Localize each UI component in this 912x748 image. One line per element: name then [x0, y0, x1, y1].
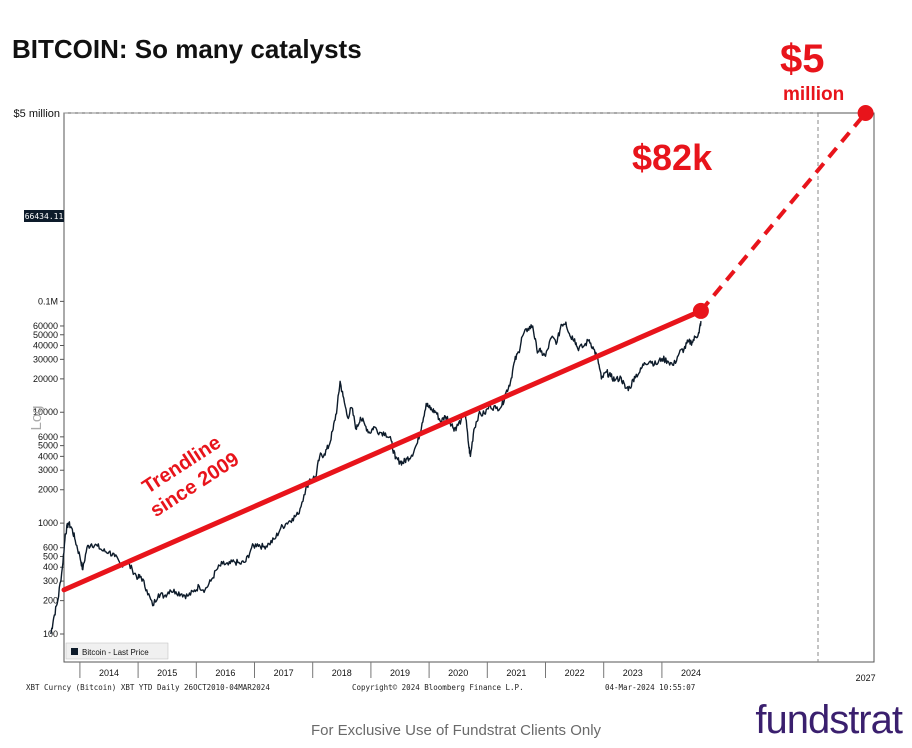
y-tick-label: 30000 [33, 354, 58, 364]
annotation-5: $5 [780, 37, 825, 81]
x-tick-label: 2024 [681, 668, 701, 678]
y-tick-label: 100 [43, 629, 58, 639]
y-tick-label: 60000 [33, 321, 58, 331]
annotation-million: million [783, 84, 844, 105]
x-tick-label: 2020 [448, 668, 468, 678]
y-tick-label: 5000 [38, 441, 58, 451]
x-tick-label: 2014 [99, 668, 119, 678]
y-tick-label: 20000 [33, 374, 58, 384]
projection-dashed-line [699, 111, 868, 313]
footer-disclaimer: For Exclusive Use of Fundstrat Clients O… [310, 722, 602, 739]
page-title: BITCOIN: So many catalysts [12, 34, 362, 64]
x-tick-label: 2027 [856, 673, 876, 683]
y-tick-label: 0.1M [38, 296, 58, 306]
legend-label: Bitcoin - Last Price [82, 648, 149, 657]
y-tick-label: 50000 [33, 330, 58, 340]
y-tick-label: 200 [43, 596, 58, 606]
marker-82k [692, 302, 709, 319]
y-axis-label: Log [28, 405, 45, 430]
x-tick-label: 2021 [506, 668, 526, 678]
footer-left-source: XBT Curncy (Bitcoin) XBT YTD Daily 26OCT… [26, 683, 270, 692]
x-tick-label: 2018 [332, 668, 352, 678]
y-tick-label: 10000 [33, 407, 58, 417]
y-tick-label: 300 [43, 576, 58, 586]
y-tick-label: 3000 [38, 465, 58, 475]
x-tick-label: 2023 [623, 668, 643, 678]
y-tick-label: 1000 [38, 518, 58, 528]
last-value-label: 66434.11 [25, 212, 64, 221]
y-tick-label: 4000 [38, 451, 58, 461]
last-value-box [24, 210, 64, 222]
footer-center-copyright: Copyright© 2024 Bloomberg Finance L.P. [352, 683, 524, 692]
y-tick-label: 500 [43, 552, 58, 562]
trendline [61, 308, 704, 593]
y-tick-label: 400 [43, 562, 58, 572]
y-tick-label: 40000 [33, 340, 58, 350]
marker-5-million [857, 105, 874, 121]
x-tick-label: 2017 [274, 668, 294, 678]
x-tick-label: 2016 [215, 668, 235, 678]
plot-frame [63, 112, 875, 663]
y-tick-label: 600 [43, 543, 58, 553]
footer-right-timestamp: 04-Mar-2024 10:55:07 [605, 683, 695, 692]
legend-swatch [71, 648, 78, 655]
x-tick-label: 2022 [565, 668, 585, 678]
x-tick-label: 2015 [157, 668, 177, 678]
y-tick-label: 2000 [38, 485, 58, 495]
top-label: $5 million [14, 108, 60, 120]
y-tick-label: 6000 [38, 432, 58, 442]
legend-box [65, 642, 169, 660]
fundstrat-logo: fundstrat [755, 698, 903, 742]
annotation-82k: $82k [632, 137, 713, 178]
x-tick-label: 2019 [390, 668, 410, 678]
